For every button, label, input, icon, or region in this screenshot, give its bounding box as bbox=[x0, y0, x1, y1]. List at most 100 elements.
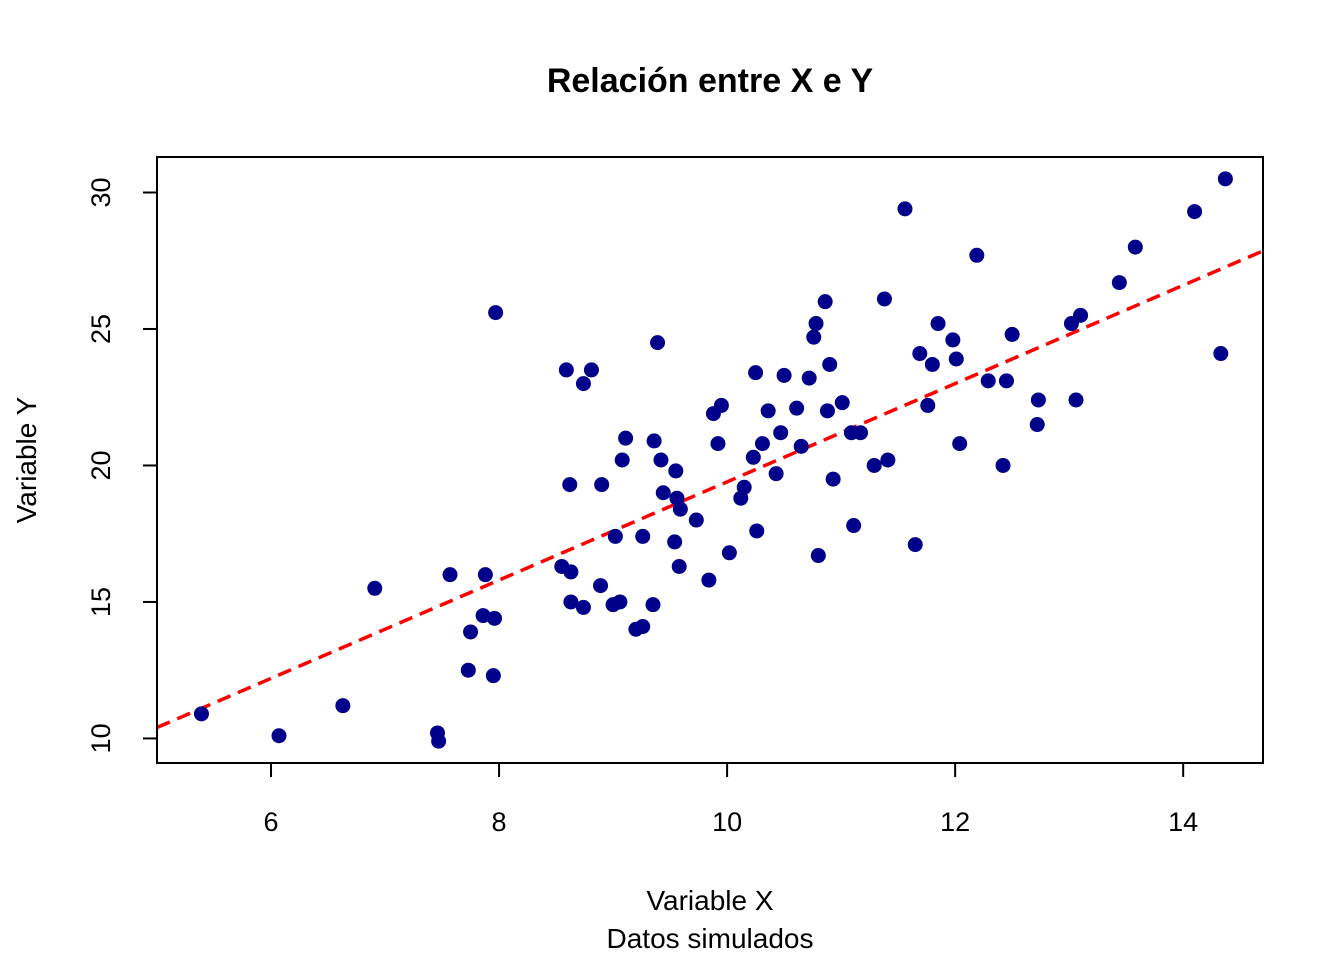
x-axis-label: Variable X bbox=[646, 885, 773, 916]
data-point bbox=[793, 438, 809, 454]
data-point bbox=[710, 436, 726, 452]
data-point bbox=[701, 572, 717, 588]
data-point bbox=[667, 534, 683, 550]
points-layer bbox=[193, 171, 1233, 749]
data-point bbox=[475, 608, 491, 624]
data-point bbox=[335, 698, 351, 714]
data-point bbox=[853, 425, 869, 441]
data-point bbox=[801, 370, 817, 386]
chart-subtitle: Datos simulados bbox=[607, 923, 814, 954]
data-point bbox=[834, 395, 850, 411]
data-point bbox=[817, 294, 833, 310]
data-point bbox=[635, 528, 651, 544]
data-point bbox=[607, 528, 623, 544]
data-point bbox=[1073, 307, 1089, 323]
data-point bbox=[912, 346, 928, 362]
data-point bbox=[866, 457, 882, 473]
data-point bbox=[477, 567, 493, 583]
data-point bbox=[806, 329, 822, 345]
data-point bbox=[635, 619, 651, 635]
data-point bbox=[1127, 239, 1143, 255]
data-point bbox=[463, 624, 479, 640]
data-point bbox=[969, 247, 985, 263]
trend-line bbox=[156, 249, 1264, 730]
x-axis: 6 8 10 12 14 bbox=[264, 762, 1198, 837]
data-point bbox=[924, 356, 940, 372]
data-point bbox=[431, 733, 447, 749]
data-point bbox=[819, 403, 835, 419]
y-axis: 10 15 20 25 30 bbox=[86, 177, 158, 753]
data-point bbox=[754, 436, 770, 452]
data-point bbox=[748, 365, 764, 381]
data-point bbox=[563, 564, 579, 580]
y-tick-label: 25 bbox=[86, 314, 116, 344]
data-point bbox=[271, 728, 287, 744]
y-tick-label: 20 bbox=[86, 450, 116, 480]
x-tick-label: 10 bbox=[712, 807, 742, 837]
data-point bbox=[930, 316, 946, 332]
data-point bbox=[594, 477, 610, 493]
data-point bbox=[948, 351, 964, 367]
data-point bbox=[773, 425, 789, 441]
plot-frame bbox=[156, 156, 1264, 764]
data-point bbox=[655, 485, 671, 501]
data-point bbox=[672, 501, 688, 517]
data-point bbox=[593, 578, 609, 594]
data-point bbox=[745, 449, 761, 465]
data-point bbox=[575, 376, 591, 392]
x-tick-label: 6 bbox=[264, 807, 279, 837]
data-point bbox=[810, 548, 826, 564]
data-point bbox=[846, 518, 862, 534]
data-point bbox=[1030, 392, 1046, 408]
data-point bbox=[713, 397, 729, 413]
data-point bbox=[1111, 275, 1127, 291]
data-point bbox=[822, 356, 838, 372]
data-point bbox=[558, 362, 574, 378]
data-point bbox=[1187, 204, 1203, 220]
data-point bbox=[488, 305, 504, 321]
data-point bbox=[618, 430, 634, 446]
data-point bbox=[193, 706, 209, 722]
data-point bbox=[485, 668, 501, 684]
data-point bbox=[998, 373, 1014, 389]
data-point bbox=[1217, 171, 1233, 187]
data-point bbox=[367, 580, 383, 596]
data-point bbox=[980, 373, 996, 389]
trend-line-layer bbox=[156, 249, 1264, 730]
data-point bbox=[876, 291, 892, 307]
data-point bbox=[897, 201, 913, 217]
data-point bbox=[789, 400, 805, 416]
data-point bbox=[1029, 417, 1045, 433]
data-point bbox=[952, 436, 968, 452]
data-point bbox=[650, 335, 666, 351]
y-tick-label: 15 bbox=[86, 587, 116, 617]
x-tick-label: 14 bbox=[1168, 807, 1198, 837]
data-point bbox=[612, 594, 628, 610]
y-tick-label: 10 bbox=[86, 723, 116, 753]
data-point bbox=[995, 457, 1011, 473]
chart-title: Relación entre X e Y bbox=[547, 62, 874, 100]
data-point bbox=[575, 599, 591, 615]
data-point bbox=[880, 452, 896, 468]
x-tick-label: 12 bbox=[940, 807, 970, 837]
data-point bbox=[645, 597, 661, 613]
data-point bbox=[688, 512, 704, 528]
data-point bbox=[945, 332, 961, 348]
data-point bbox=[768, 466, 784, 482]
data-point bbox=[760, 403, 776, 419]
data-point bbox=[563, 594, 579, 610]
data-point bbox=[668, 463, 684, 479]
x-tick-label: 8 bbox=[492, 807, 507, 837]
data-point bbox=[442, 567, 458, 583]
data-point bbox=[776, 367, 792, 383]
data-point bbox=[1004, 326, 1020, 342]
data-point bbox=[825, 471, 841, 487]
data-point bbox=[1068, 392, 1084, 408]
data-point bbox=[562, 477, 578, 493]
data-point bbox=[749, 523, 765, 539]
data-point bbox=[614, 452, 630, 468]
data-point bbox=[907, 537, 923, 553]
data-point bbox=[736, 479, 752, 495]
data-point bbox=[460, 662, 476, 678]
